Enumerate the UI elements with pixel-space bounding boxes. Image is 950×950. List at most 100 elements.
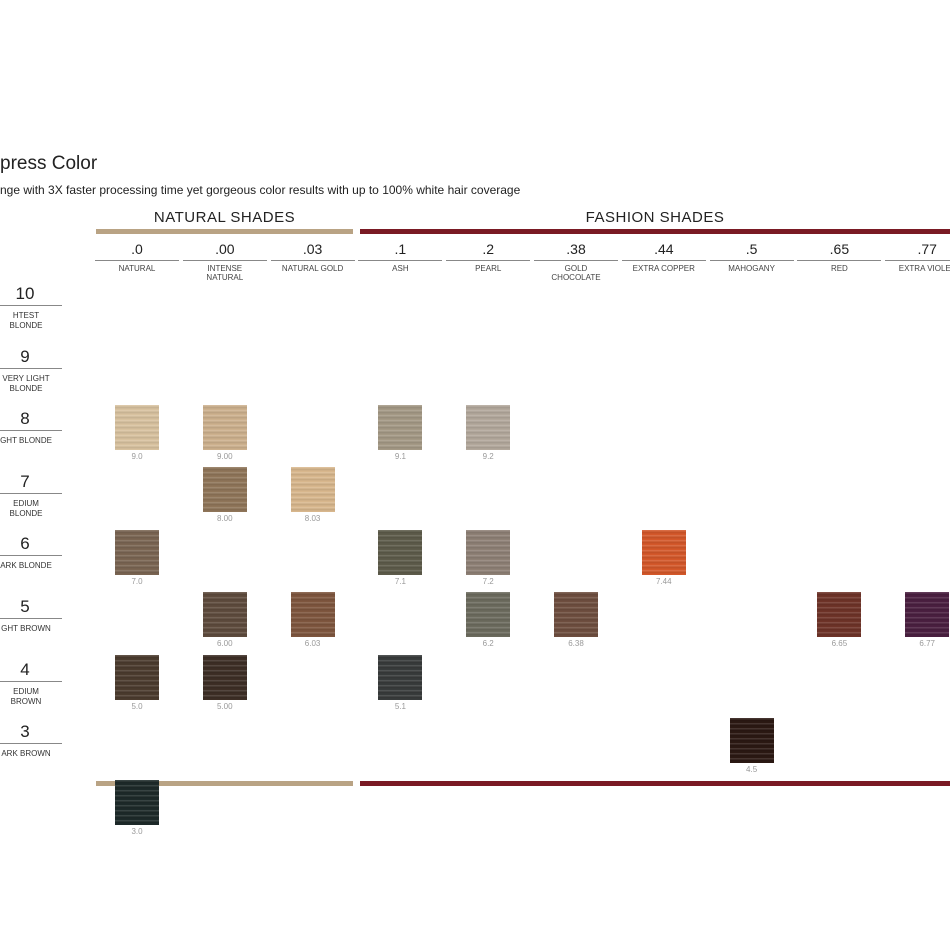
swatch-label: 9.2 [482,451,494,461]
row-level: 8 [20,409,30,429]
column-rule [270,260,355,261]
color-swatch [729,717,774,763]
swatch-label: 5.0 [131,702,143,711]
row-level: 6 [20,534,30,554]
column-name: RED [830,264,848,273]
column-rule [797,260,882,261]
swatch-label: 8.00 [217,514,233,524]
swatch-label: 7.1 [394,576,406,586]
swatch-label: 9.1 [394,451,406,461]
row-rule [0,555,62,557]
column-name: MAHOGANY [728,264,775,273]
swatch-label: 3.0 [131,827,143,837]
column-code: .77 [917,241,937,257]
row-name: GHT BLONDE [0,436,52,446]
column-rule [95,260,179,261]
swatch-label: 6.77 [919,639,935,649]
row-rule [0,305,62,306]
row-name: VERY LIGHT BLONDE [2,373,50,393]
column-rule [358,260,443,261]
row-rule [0,367,62,369]
color-swatch [115,529,159,575]
color-swatch [115,404,159,450]
swatch-label: 7.44 [656,576,672,586]
group-bar [360,781,950,786]
column-name: GOLD CHOCOLATE [551,264,601,282]
column-rule [621,260,706,261]
swatch-label: 9.00 [217,451,233,461]
row-level: 3 [20,722,30,742]
swatch-label: 6.38 [568,639,584,649]
column-code: .38 [566,241,586,257]
row-name: ARK BROWN [1,749,51,759]
row-name: ARK BLONDE [0,561,52,571]
column-code: .44 [654,241,674,257]
color-swatch [115,655,159,700]
swatch-label: 9.0 [131,451,143,461]
subtitle: nge with 3X faster processing time yet g… [0,183,521,197]
group-bar [96,229,353,234]
column-name: NATURAL GOLD [281,264,344,273]
row-rule [0,492,62,494]
row-rule [0,680,62,682]
group-label: NATURAL SHADES [153,209,296,226]
column-code: .65 [829,241,850,257]
color-swatch [905,592,950,638]
column-code: .0 [131,241,143,257]
column-rule [534,260,618,261]
row-name: HTEST BLONDE [9,311,43,330]
color-swatch [466,404,511,450]
swatch-label: 6.2 [482,639,494,649]
row-level: 4 [20,659,30,679]
color-swatch [378,655,423,700]
color-swatch [641,529,686,575]
swatch-label: 6.65 [831,639,848,649]
column-rule [446,260,531,261]
row-name: EDIUM BLONDE [9,498,43,518]
column-code: .00 [215,241,235,257]
swatch-label: 7.2 [482,576,494,586]
swatch-label: 6.00 [217,639,233,649]
swatch-label: 8.03 [304,514,321,524]
color-swatch [202,404,247,450]
column-rule [709,260,794,261]
column-name: NATURAL [118,264,156,273]
row-level: 5 [20,597,30,616]
color-swatch [202,655,247,700]
column-name: ASH [392,264,409,273]
color-swatch [115,780,159,826]
swatch-label: 7.0 [131,576,143,586]
column-rule [885,260,950,261]
color-swatch [378,404,423,450]
column-code: .2 [482,241,495,257]
group-bar [360,229,950,234]
color-swatch [202,592,247,638]
row-level: 7 [20,471,30,491]
row-rule [0,743,62,745]
color-swatch [466,592,511,638]
column-name: PEARL [475,264,502,273]
row-level: 10 [15,284,35,303]
column-code: .03 [302,241,323,257]
color-swatch [817,592,862,638]
color-swatch [554,592,598,638]
color-swatch [466,529,511,575]
column-name: EXTRA VIOLET [898,264,950,273]
column-code: .1 [394,241,407,257]
swatch-label: 6.03 [304,639,321,649]
column-rule [182,260,267,261]
row-rule [0,618,62,619]
swatch-label: 5.1 [394,702,406,711]
swatch-label: 4.5 [746,764,758,774]
column-name: INTENSE NATURAL [206,264,244,282]
row-rule [0,430,62,432]
column-name: EXTRA COPPER [632,264,695,273]
column-code: .5 [745,241,758,257]
swatch-label: 5.00 [217,702,233,711]
color-swatch [290,467,335,513]
group-bar [96,781,353,786]
color-swatch [202,467,247,513]
title: press Color [0,153,98,174]
color-swatch [290,592,335,638]
